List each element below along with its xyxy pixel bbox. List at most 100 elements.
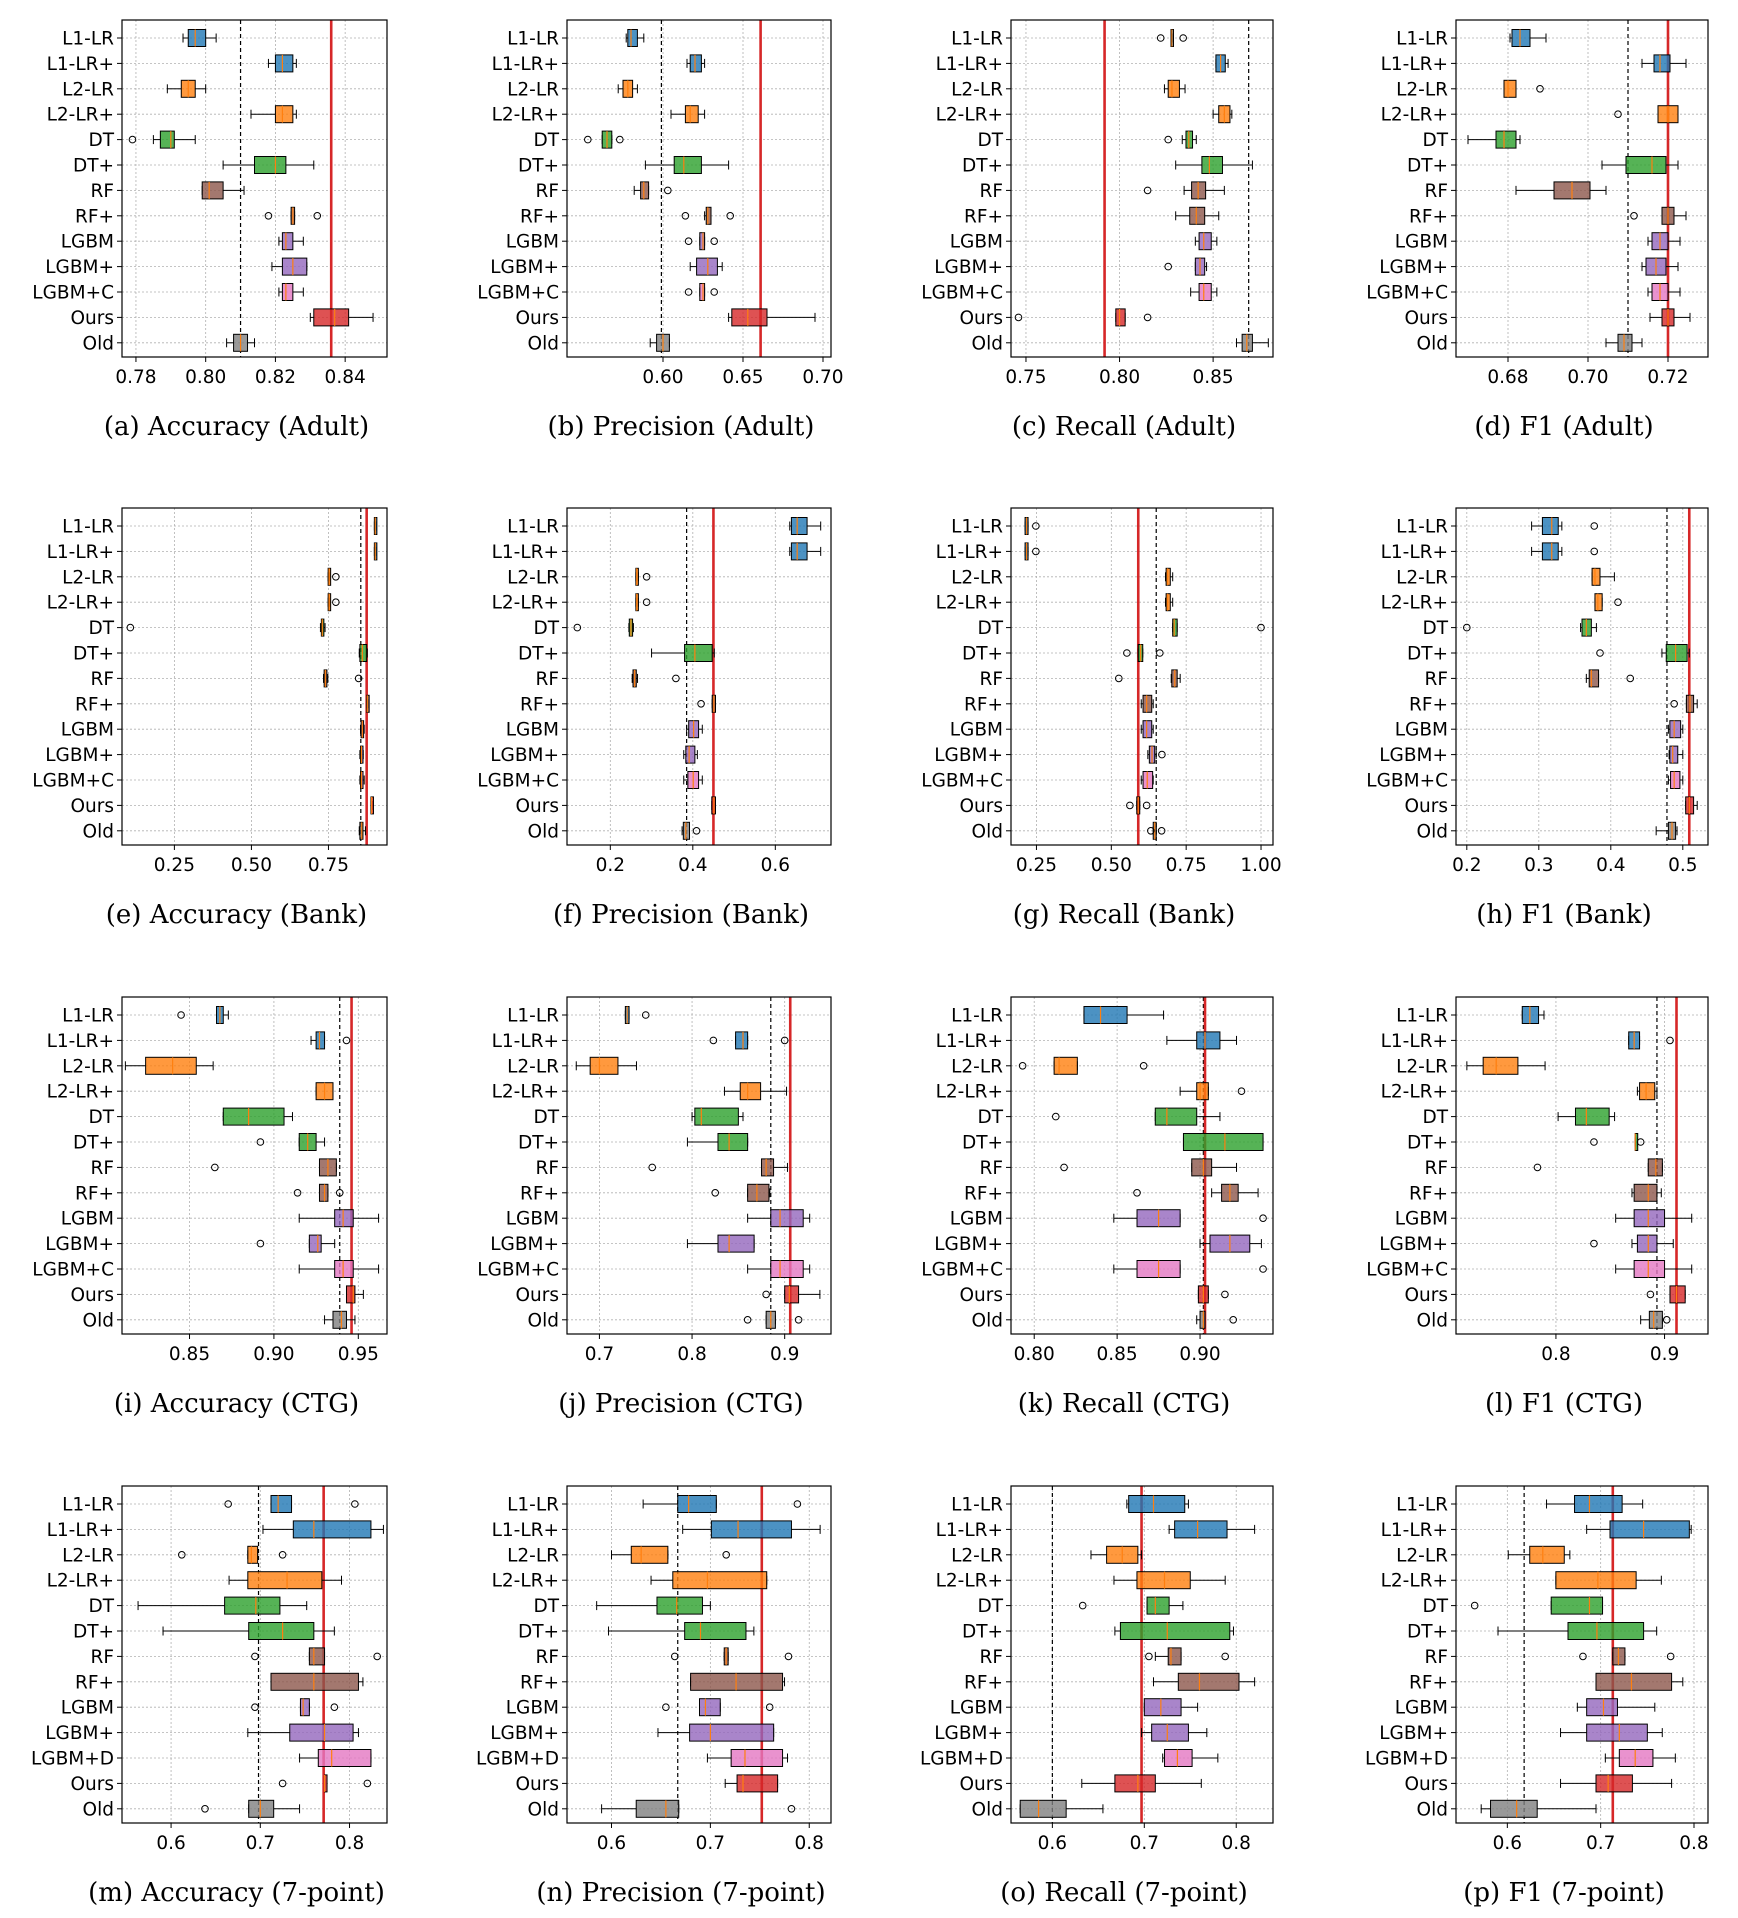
box-L1-LR+ (1168, 1520, 1256, 1539)
box-L1-LR (1531, 517, 1599, 535)
box-body (635, 1799, 680, 1818)
box-body (685, 745, 696, 764)
y-tick-label: DT+ (962, 644, 1003, 665)
box-LGBM+ (1641, 257, 1679, 276)
box-body (747, 1183, 770, 1202)
x-tick-label: 0.80 (185, 367, 226, 388)
box-LGBM (1615, 1209, 1693, 1228)
box-body (673, 156, 702, 174)
box-body (201, 181, 224, 200)
box-body (1201, 156, 1223, 174)
y-tick-label: DT (977, 130, 1003, 151)
x-tick-label: 0.70 (802, 367, 843, 388)
outlier-point (1626, 674, 1635, 683)
y-tick-label: LGBM+ (1379, 1234, 1448, 1255)
box-LGBM+C (1615, 1260, 1693, 1278)
box-Old (226, 333, 255, 352)
box-LGBM+ (1590, 1234, 1674, 1253)
y-tick-label: Old (528, 1310, 559, 1331)
subplot-11: L1-LR L1-LR+ L2-LR L2-LR+ DT DT+ RF RF+ LGBM LGBM… (1366, 996, 1709, 1419)
box-DT (691, 1107, 744, 1126)
y-tick-label: Old (528, 1799, 559, 1820)
x-tick-label: 0.84 (325, 367, 366, 388)
box-DT (126, 618, 326, 637)
outlier-point (1229, 1316, 1238, 1324)
y-tick-label: Ours (959, 308, 1003, 329)
box-Old (649, 333, 670, 352)
box-L2-LR+ (670, 105, 706, 124)
box-body (730, 1749, 784, 1767)
box-DT (128, 130, 196, 149)
box-RF (1515, 181, 1607, 200)
y-tick-label: L2-LR+ (47, 1571, 114, 1592)
x-tick-label: 0.4 (678, 855, 707, 876)
box-RF+ (1631, 1183, 1662, 1202)
y-tick-label: LGBM+ (934, 745, 1003, 766)
y-tick-label: DT+ (73, 644, 114, 665)
box-body (717, 1133, 749, 1151)
y-tick-label: LGBM (506, 720, 559, 741)
y-tick-label: DT (88, 130, 114, 151)
outlier-point (1060, 1163, 1068, 1172)
box-RF (631, 669, 680, 688)
box-L2-LR (1165, 567, 1174, 586)
y-tick-label: Ours (959, 1285, 1003, 1306)
x-tick-label: 0.8 (677, 1344, 706, 1365)
subplot-caption: (d) F1 (Adult) (1474, 412, 1653, 442)
y-tick-label: L1-LR+ (492, 54, 559, 75)
outlier-point (1596, 649, 1604, 657)
box-body (627, 29, 638, 47)
y-tick-label: L2-LR (951, 567, 1003, 588)
x-tick-label: 0.8 (795, 1833, 824, 1854)
box-body (1167, 1647, 1182, 1666)
x-tick-label: 0.9 (1650, 1344, 1679, 1365)
outlier-point (1470, 1601, 1479, 1610)
x-tick-label: 0.2 (596, 855, 625, 876)
x-tick-label: 0.78 (115, 367, 156, 388)
box-body (159, 130, 175, 149)
x-tick-label: 0.50 (1091, 855, 1132, 876)
outlier-point (709, 1036, 718, 1045)
subplot-caption: (a) Accuracy (Adult) (104, 412, 369, 442)
box-LGBM (1667, 720, 1684, 739)
y-tick-label: L2-LR+ (1381, 593, 1448, 614)
outlier-point (711, 1189, 720, 1197)
box-body (1639, 1082, 1656, 1101)
box-body (366, 694, 370, 713)
box-body (1669, 720, 1682, 739)
box-Old (1640, 1310, 1671, 1329)
box-Ours (1197, 1285, 1229, 1304)
y-tick-label: LGBM+C (477, 283, 559, 304)
x-tick-label: 0.75 (1166, 855, 1207, 876)
box-RF (1145, 1647, 1229, 1666)
outlier-point (1032, 522, 1040, 530)
box-L2-LR (1591, 567, 1615, 586)
box-DT (1470, 1596, 1604, 1615)
y-tick-label: RF (980, 181, 1004, 202)
box-body (1591, 567, 1601, 586)
y-tick-label: L1-LR (951, 1006, 1003, 1027)
box-L2-LR (617, 79, 638, 98)
box-RF (1143, 181, 1225, 200)
box-body (1669, 745, 1679, 764)
y-tick-label: Old (83, 1310, 114, 1331)
box-LGBM+D (1604, 1749, 1676, 1767)
box-Ours (370, 796, 374, 815)
box-body (640, 181, 650, 200)
y-tick-label: RF+ (964, 1183, 1003, 1204)
y-tick-label: RF+ (75, 206, 114, 227)
y-tick-label: L2-LR (62, 79, 114, 100)
y-tick-label: DT+ (962, 1622, 1003, 1643)
y-tick-label: L1-LR (507, 29, 559, 50)
y-tick-label: LGBM+ (490, 1234, 559, 1255)
y-tick-label: LGBM (506, 232, 559, 253)
subplot-caption: (e) Accuracy (Bank) (106, 900, 367, 930)
box-body (370, 796, 374, 815)
box-Ours (1560, 1774, 1673, 1793)
outlier-point (641, 1011, 650, 1019)
y-tick-label: LGBM+C (32, 771, 114, 792)
box-RF+ (293, 1183, 344, 1202)
y-tick-label: LGBM+C (921, 1260, 1003, 1281)
y-tick-label: LGBM+C (1366, 1260, 1448, 1281)
y-tick-label: L2-LR (951, 1545, 1003, 1566)
